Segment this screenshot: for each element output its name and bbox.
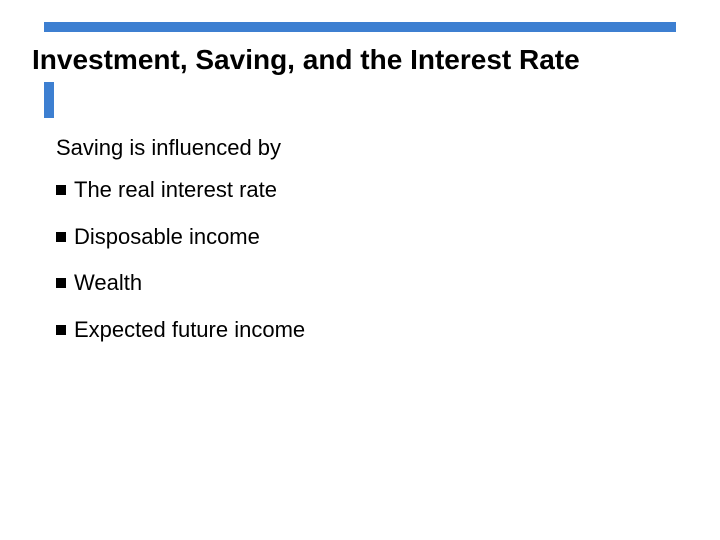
list-item-label: The real interest rate — [74, 176, 277, 205]
slide-title: Investment, Saving, and the Interest Rat… — [32, 42, 692, 77]
slide: Investment, Saving, and the Interest Rat… — [0, 0, 720, 540]
intro-text: Saving is influenced by — [56, 134, 281, 163]
list-item-label: Expected future income — [74, 316, 305, 345]
decor-top-bar — [44, 22, 676, 32]
list-item: Wealth — [56, 269, 656, 298]
list-item-label: Disposable income — [74, 223, 260, 252]
list-item: Disposable income — [56, 223, 656, 252]
bullet-marker-icon — [56, 185, 66, 195]
bullet-marker-icon — [56, 278, 66, 288]
bullet-marker-icon — [56, 325, 66, 335]
list-item: The real interest rate — [56, 176, 656, 205]
list-item: Expected future income — [56, 316, 656, 345]
bullet-list: The real interest rate Disposable income… — [56, 176, 656, 362]
bullet-marker-icon — [56, 232, 66, 242]
decor-left-bar — [44, 82, 54, 118]
list-item-label: Wealth — [74, 269, 142, 298]
